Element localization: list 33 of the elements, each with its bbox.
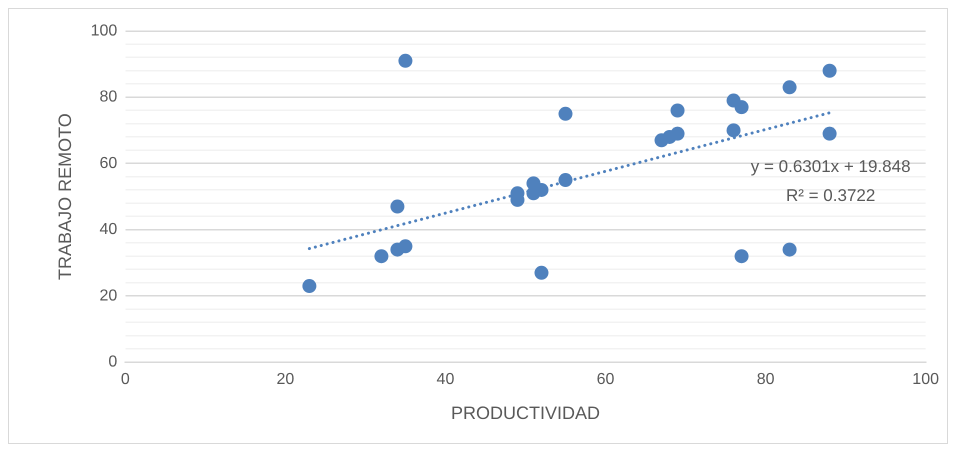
x-tick-label: 40 xyxy=(436,371,454,388)
point xyxy=(398,239,412,254)
y-tick-label: 20 xyxy=(100,287,118,304)
x-tick-label: 60 xyxy=(596,371,615,388)
point xyxy=(734,100,749,114)
point xyxy=(670,103,685,118)
annotation: y = 0.6301x + 19.848 xyxy=(750,157,911,176)
point xyxy=(558,173,572,188)
point xyxy=(558,106,572,121)
point xyxy=(670,126,685,141)
x-tick-label: 100 xyxy=(912,371,940,388)
annotation: R² = 0.3722 xyxy=(786,186,876,205)
point xyxy=(726,123,741,138)
y-axis-title: TRABAJO REMOTO xyxy=(54,113,75,280)
y-tick-label: 0 xyxy=(108,354,118,371)
point xyxy=(302,279,316,294)
point xyxy=(374,249,388,264)
x-tick-label: 0 xyxy=(120,371,130,388)
x-tick-label: 20 xyxy=(276,371,294,388)
x-axis-title: PRODUCTIVIDAD xyxy=(450,403,600,424)
point xyxy=(782,242,797,257)
point xyxy=(390,200,404,214)
point xyxy=(534,266,548,280)
point xyxy=(734,249,749,264)
y-tick-label: 80 xyxy=(100,88,118,106)
point xyxy=(782,80,797,94)
y-tick-label: 40 xyxy=(100,221,118,238)
y-tick-label: 60 xyxy=(100,154,118,172)
point xyxy=(822,126,837,141)
point xyxy=(822,64,837,78)
point xyxy=(398,54,412,68)
y-tick-label: 100 xyxy=(90,22,118,40)
x-tick-label: 80 xyxy=(756,371,775,388)
